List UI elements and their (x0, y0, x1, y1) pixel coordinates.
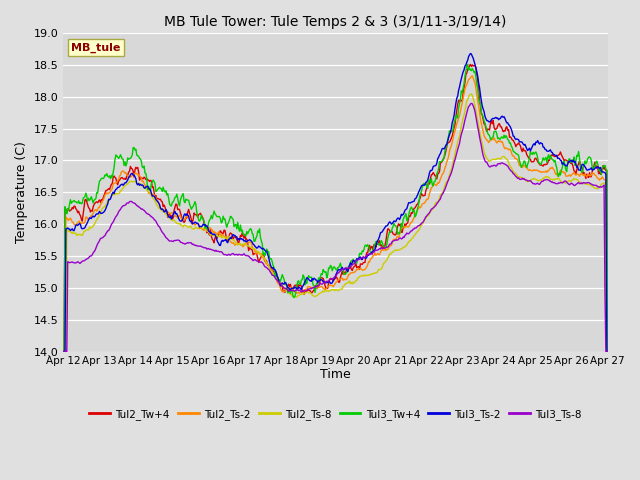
X-axis label: Time: Time (320, 368, 351, 381)
Y-axis label: Temperature (C): Temperature (C) (15, 141, 28, 243)
Text: MB_tule: MB_tule (71, 43, 121, 53)
Title: MB Tule Tower: Tule Temps 2 & 3 (3/1/11-3/19/14): MB Tule Tower: Tule Temps 2 & 3 (3/1/11-… (164, 15, 507, 29)
Legend: Tul2_Tw+4, Tul2_Ts-2, Tul2_Ts-8, Tul3_Tw+4, Tul3_Ts-2, Tul3_Ts-8: Tul2_Tw+4, Tul2_Ts-2, Tul2_Ts-8, Tul3_Tw… (85, 405, 586, 424)
